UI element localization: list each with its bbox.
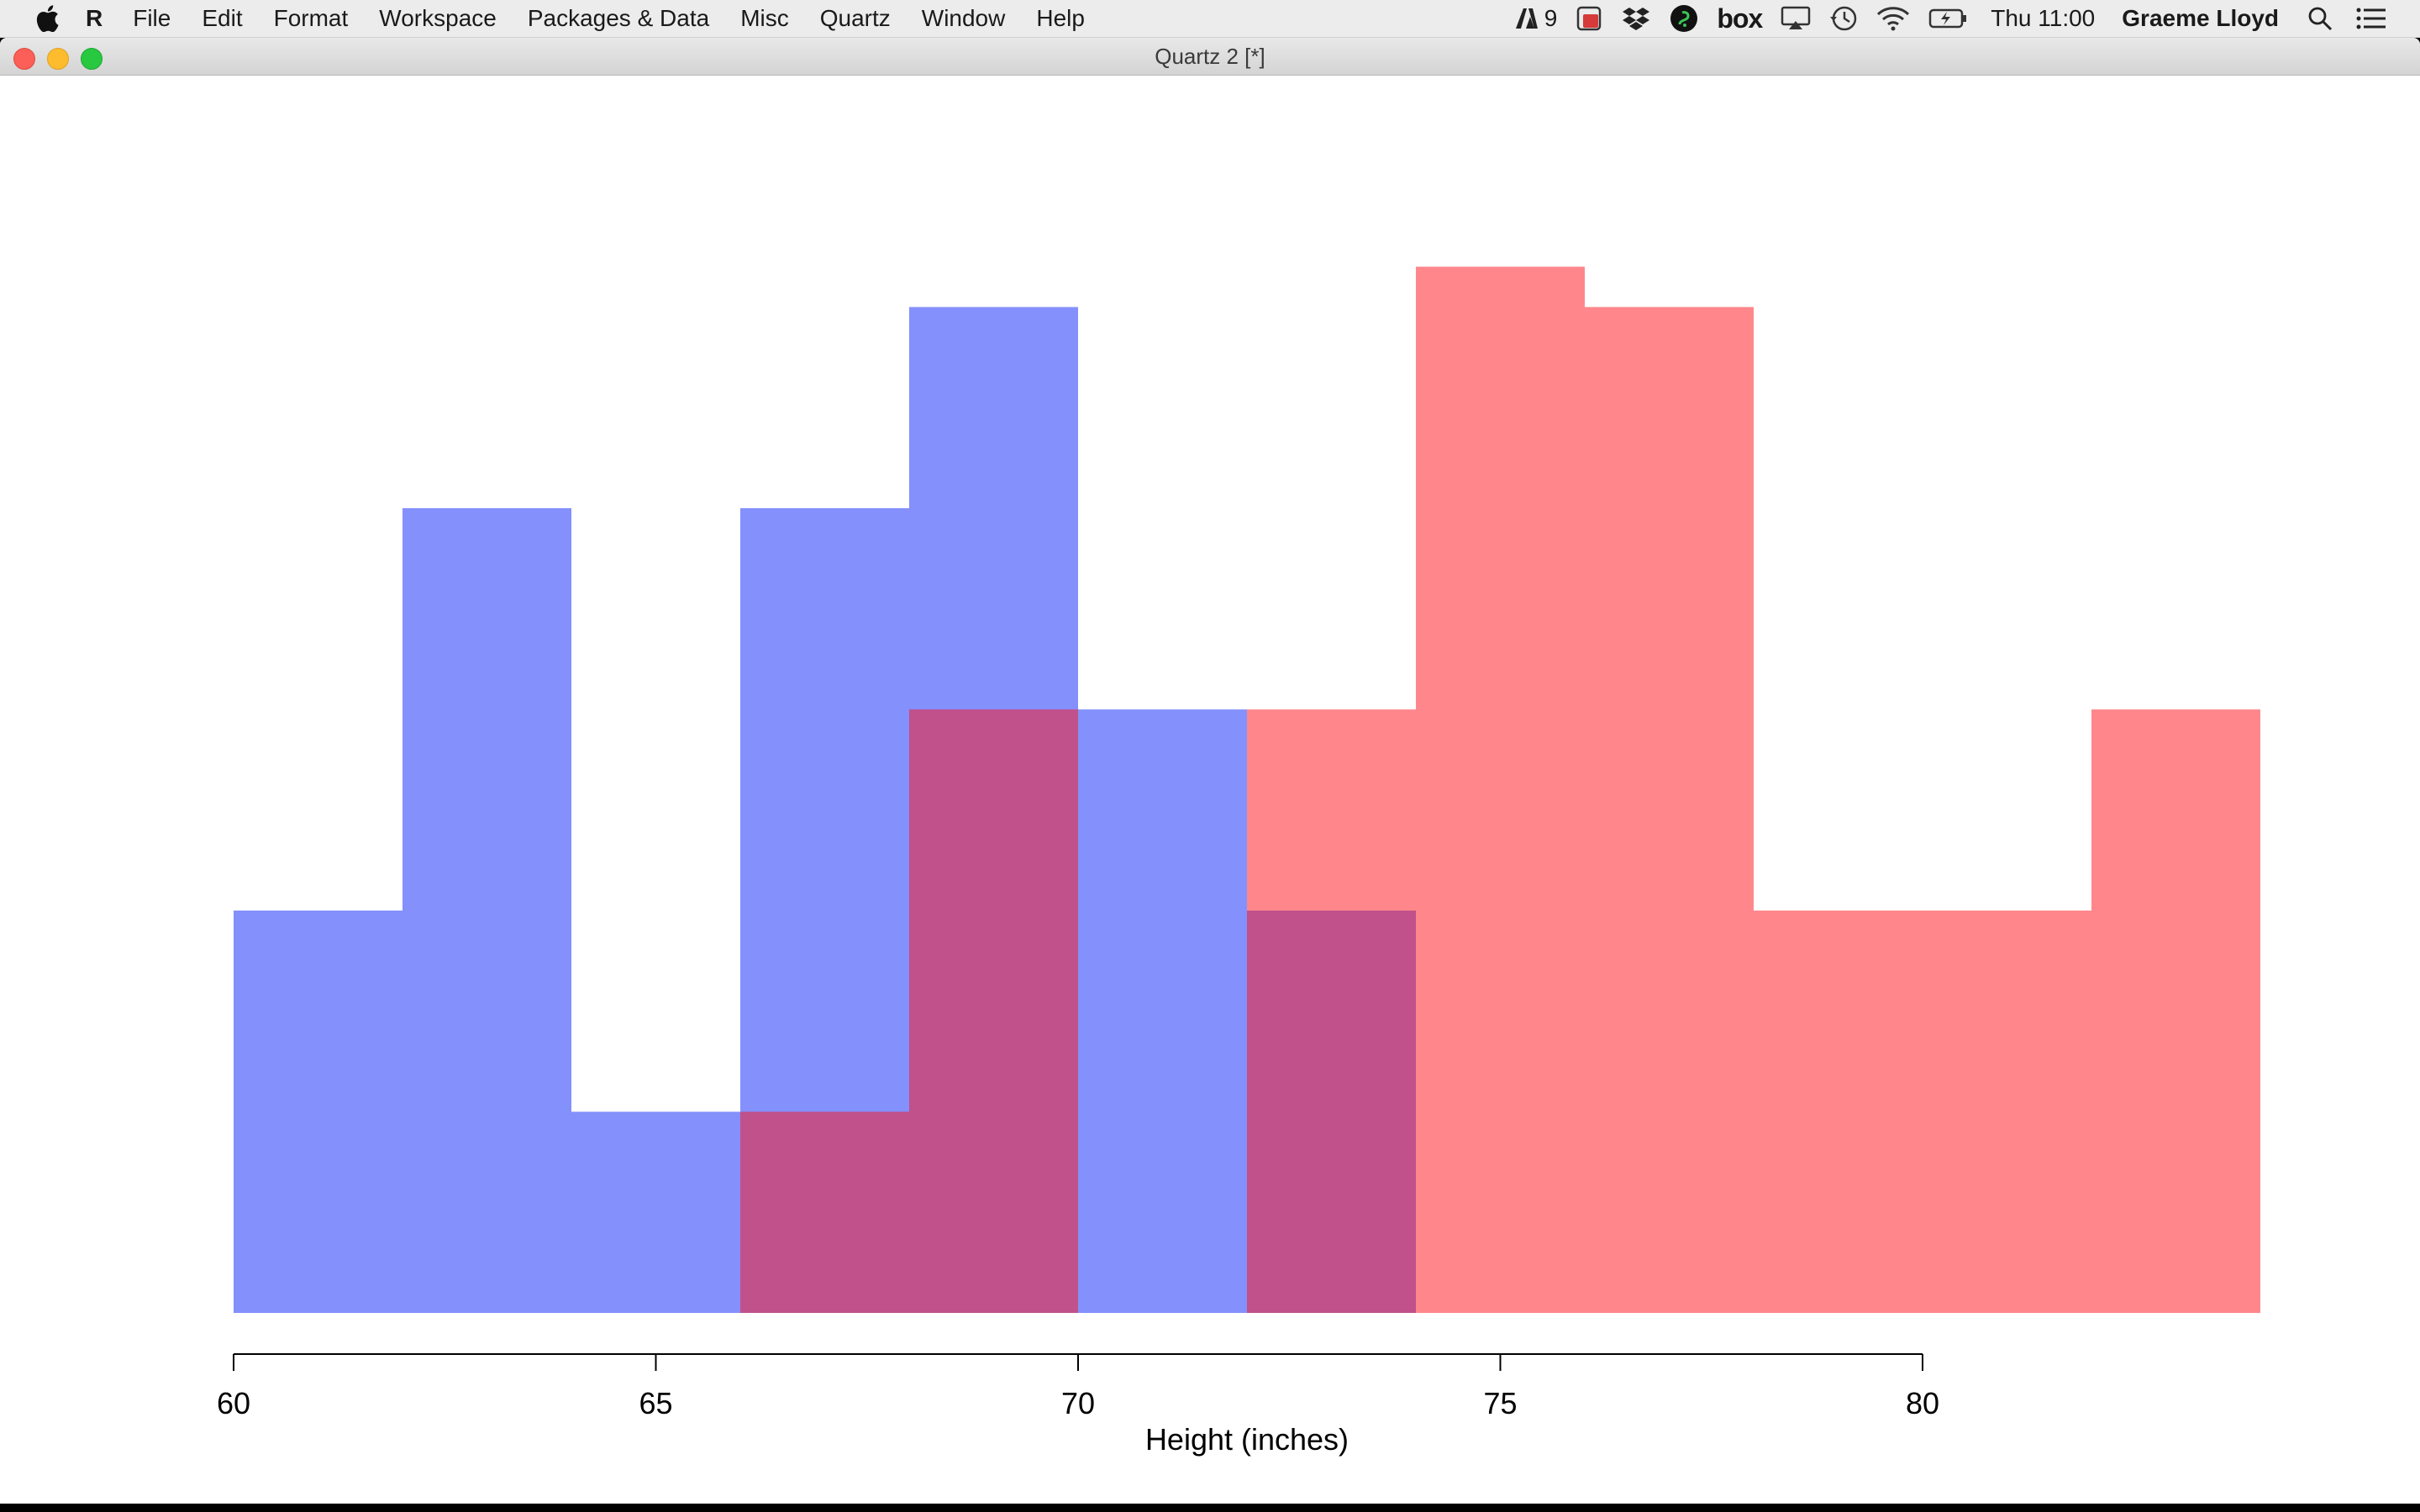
histogram-bar-red-3 bbox=[1416, 266, 1585, 1314]
x-tick-label-65: 65 bbox=[639, 1386, 672, 1420]
x-tick-label-80: 80 bbox=[1906, 1386, 1939, 1420]
histogram-bar-red-6 bbox=[1923, 911, 2091, 1313]
dropbox-icon[interactable] bbox=[1621, 6, 1651, 31]
menu-window[interactable]: Window bbox=[921, 5, 1006, 31]
histogram-chart: 60 65 70 75 80 Height (inches) bbox=[217, 266, 2260, 1457]
window-title: Quartz 2 [*] bbox=[1155, 44, 1265, 69]
close-window-button[interactable] bbox=[13, 48, 35, 70]
menu-format[interactable]: Format bbox=[273, 5, 349, 31]
histogram-bar-overlap-1 bbox=[909, 709, 1078, 1313]
histogram-bar-overlap-2 bbox=[1247, 911, 1416, 1313]
minimize-window-button[interactable] bbox=[47, 48, 69, 70]
zoom-window-button[interactable] bbox=[81, 48, 103, 70]
search-icon[interactable] bbox=[2307, 6, 2333, 31]
wifi-icon[interactable] bbox=[1876, 6, 1910, 31]
menu-misc[interactable]: Misc bbox=[740, 5, 789, 31]
user-name[interactable]: Graeme Lloyd bbox=[2122, 5, 2279, 31]
adobe-count: 9 bbox=[1544, 5, 1558, 31]
histogram-bar-blue-2 bbox=[571, 1111, 740, 1313]
quartz-window: Quartz 2 [*] 60 65 70 75 80 Height (inches) bbox=[0, 38, 2420, 1504]
menu-help[interactable]: Help bbox=[1036, 5, 1085, 31]
histogram-bar-red-7 bbox=[2091, 709, 2260, 1313]
histogram-bar-red-4 bbox=[1585, 307, 1754, 1313]
airplay-icon[interactable] bbox=[1781, 6, 1811, 31]
x-axis-label: Height (inches) bbox=[1145, 1422, 1349, 1457]
overlap-bars bbox=[740, 709, 1416, 1313]
menu-packages-data[interactable]: Packages & Data bbox=[527, 5, 710, 31]
menu-file[interactable]: File bbox=[133, 5, 171, 31]
menu-quartz[interactable]: Quartz bbox=[819, 5, 891, 31]
menu-workspace[interactable]: Workspace bbox=[379, 5, 497, 31]
adobe-icon[interactable] bbox=[1514, 7, 1539, 30]
histogram-bar-overlap-0 bbox=[740, 1111, 909, 1313]
x-tick-label-75: 75 bbox=[1483, 1386, 1517, 1420]
x-axis: 60 65 70 75 80 bbox=[217, 1353, 1939, 1420]
histogram-bar-blue-0 bbox=[234, 911, 402, 1313]
time-machine-icon[interactable] bbox=[1829, 4, 1858, 33]
app-name-menu[interactable]: R bbox=[86, 5, 103, 31]
plot-area: 60 65 70 75 80 Height (inches) bbox=[0, 76, 2420, 1504]
box-icon[interactable]: box bbox=[1717, 3, 1763, 34]
histogram-bar-red-5 bbox=[1754, 911, 1923, 1313]
x-tick-label-70: 70 bbox=[1061, 1386, 1095, 1420]
list-icon[interactable] bbox=[2356, 7, 2386, 30]
menu-bar: R File Edit Format Workspace Packages & … bbox=[0, 0, 2420, 38]
histogram-bar-blue-1 bbox=[402, 508, 571, 1313]
acrobat-icon[interactable] bbox=[1576, 5, 1602, 32]
battery-icon[interactable] bbox=[1928, 8, 1969, 29]
menu-edit[interactable]: Edit bbox=[202, 5, 243, 31]
histogram-bar-blue-5 bbox=[1078, 709, 1247, 1313]
x-tick-label-60: 60 bbox=[217, 1386, 250, 1420]
evernote-icon[interactable] bbox=[1670, 4, 1698, 33]
window-titlebar[interactable]: Quartz 2 [*] bbox=[0, 38, 2420, 76]
menu-clock[interactable]: Thu 11:00 bbox=[1991, 5, 2096, 31]
apple-icon[interactable] bbox=[34, 5, 60, 32]
